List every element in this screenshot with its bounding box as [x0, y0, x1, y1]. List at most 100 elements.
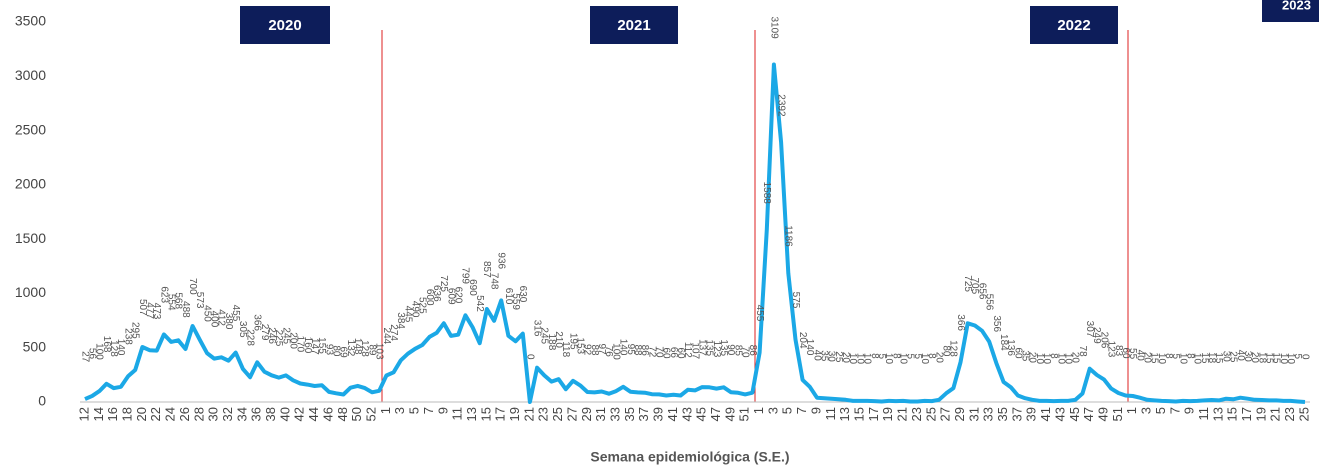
x-tick-label: 9 — [1182, 407, 1197, 414]
x-tick-label: 23 — [1282, 407, 1297, 421]
data-label: 799 — [460, 267, 471, 284]
y-tick-label: 2500 — [15, 121, 46, 137]
data-label: 305 — [237, 321, 248, 338]
data-label: 20 — [1070, 352, 1081, 364]
data-label: 118 — [560, 341, 571, 357]
data-label: 507 — [137, 299, 148, 316]
x-tick-label: 11 — [1196, 407, 1211, 421]
data-label: 147 — [309, 338, 320, 355]
data-label: 137 — [697, 339, 708, 356]
x-tick-label: 20 — [134, 407, 149, 421]
data-label: 10 — [1063, 353, 1074, 365]
y-tick-label: 500 — [23, 338, 47, 354]
data-label: 40 — [1134, 350, 1145, 362]
data-label: 225 — [273, 330, 284, 347]
data-label: 700 — [187, 278, 198, 295]
data-label: 97 — [596, 343, 607, 355]
x-tick-label: 23 — [909, 407, 924, 421]
year-label: 2021 — [617, 17, 650, 34]
x-axis-title: Semana epidemiológica (S.E.) — [590, 449, 789, 465]
x-tick-label: 7 — [794, 407, 809, 414]
data-label: 83 — [1113, 345, 1124, 357]
data-label: 195 — [567, 333, 578, 350]
x-tick-label: 5 — [1153, 407, 1168, 414]
data-label: 30 — [1242, 351, 1253, 363]
data-label: 473 — [151, 303, 162, 320]
data-label: 148 — [352, 338, 363, 355]
x-tick-label: 16 — [105, 407, 120, 421]
x-tick-label: 26 — [177, 407, 192, 421]
data-label: 153 — [575, 337, 586, 354]
data-label: 135 — [718, 339, 729, 356]
data-label: 488 — [180, 301, 191, 318]
x-tick-label: 49 — [722, 407, 737, 421]
data-label: 100 — [610, 343, 621, 360]
data-label: 384 — [395, 312, 406, 329]
x-tick-label: 19 — [507, 407, 522, 421]
data-label: 609 — [445, 288, 456, 305]
x-tick-label: 19 — [1253, 407, 1268, 421]
x-tick-label: 24 — [163, 407, 178, 421]
x-tick-label: 9 — [808, 407, 823, 414]
x-tick-label: 43 — [679, 407, 694, 421]
data-label: 0 — [524, 354, 535, 360]
data-label: 30 — [1220, 351, 1231, 363]
data-label: 204 — [797, 332, 808, 349]
x-tick-label: 30 — [206, 407, 221, 421]
data-label: 450 — [201, 305, 212, 322]
data-label: 128 — [359, 340, 370, 357]
year-label: 2023 — [1282, 0, 1311, 12]
x-tick-label: 12 — [76, 407, 91, 421]
x-tick-label: 43 — [1052, 407, 1067, 421]
data-label: 8 — [1163, 353, 1174, 359]
data-label: 400 — [209, 311, 220, 328]
data-label: 5 — [1292, 353, 1303, 359]
x-tick-label: 35 — [622, 407, 637, 421]
data-label: 10 — [919, 353, 930, 365]
x-tick-label: 51 — [1110, 407, 1125, 421]
data-label: 445 — [402, 306, 413, 323]
x-tick-label: 29 — [579, 407, 594, 421]
data-label: 18 — [1256, 352, 1267, 364]
data-label: 80 — [331, 345, 342, 357]
y-tick-label: 1500 — [15, 230, 46, 246]
data-label: 140 — [115, 339, 126, 356]
data-label: 10 — [854, 353, 865, 365]
data-label: 123 — [711, 341, 722, 358]
x-tick-label: 44 — [306, 407, 321, 421]
data-label: 103 — [374, 343, 385, 360]
x-tick-label: 5 — [780, 407, 795, 414]
data-label: 170 — [295, 336, 306, 353]
data-label: 25 — [833, 351, 844, 363]
x-tick-label: 7 — [1167, 407, 1182, 414]
x-tick-label: 52 — [363, 407, 378, 421]
data-label: 3109 — [768, 16, 779, 39]
x-tick-label: 14 — [91, 407, 106, 421]
data-label: 725 — [438, 275, 449, 292]
x-tick-label: 17 — [866, 407, 881, 421]
data-label: 86 — [747, 345, 758, 357]
data-label: 556 — [984, 294, 995, 311]
data-label: 85 — [732, 345, 743, 357]
data-label: 20 — [1027, 352, 1038, 364]
data-label: 490 — [409, 301, 420, 318]
data-label: 56 — [87, 348, 98, 360]
data-label: 168 — [101, 336, 112, 353]
data-label: 366 — [252, 314, 263, 331]
data-label: 72 — [646, 346, 657, 358]
x-tick-label: 13 — [464, 407, 479, 421]
data-label: 10 — [1285, 353, 1296, 365]
x-tick-label: 50 — [349, 407, 364, 421]
data-label: 244 — [381, 328, 392, 345]
data-label: 356 — [991, 315, 1002, 332]
data-label: 15 — [1149, 352, 1160, 364]
y-tick-label: 3500 — [15, 13, 46, 29]
x-tick-label: 7 — [421, 407, 436, 414]
data-label: 575 — [790, 292, 801, 309]
x-tick-label: 1 — [378, 407, 393, 414]
data-label: 600 — [424, 289, 435, 306]
x-tick-label: 47 — [708, 407, 723, 421]
x-tick-label: 13 — [837, 407, 852, 421]
data-label: 210 — [553, 331, 564, 348]
data-label: 5 — [905, 353, 916, 359]
